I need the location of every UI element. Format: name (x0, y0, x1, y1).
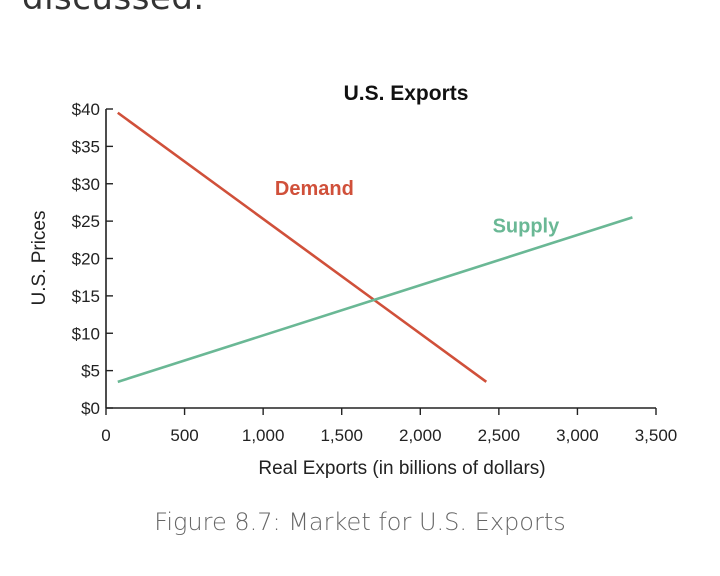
y-axis-label: U.S. Prices (29, 210, 50, 305)
supply-line (117, 216, 633, 384)
x-tick-label: 500 (170, 426, 198, 445)
y-tick-label: $35 (72, 137, 100, 156)
x-tick-label: 2,000 (399, 426, 442, 445)
x-axis-label: Real Exports (in billions of dollars) (258, 458, 545, 479)
demand-line (117, 111, 488, 383)
chart-series: Demand Supply (117, 111, 633, 384)
x-tick-label: 1,000 (242, 426, 285, 445)
y-tick-label: $25 (72, 212, 100, 231)
x-tick-label: 2,500 (478, 426, 521, 445)
chart-title: U.S. Exports (344, 82, 469, 105)
demand-label: Demand (275, 178, 354, 200)
x-tick-label: 3,000 (556, 426, 599, 445)
y-tick-label: $5 (81, 362, 100, 381)
exports-chart: U.S. Exports $0 $5 $10 $15 $20 $25 $30 $35 $40 0 5… (29, 82, 678, 479)
y-tick-label: $30 (72, 175, 100, 194)
x-tick-label: 0 (101, 426, 110, 445)
x-tick-label: 1,500 (320, 426, 363, 445)
y-tick-label: $20 (72, 250, 100, 269)
figure-caption: Figure 8.7: Market for U.S. Exports (154, 508, 566, 536)
chart-axes: $0 $5 $10 $15 $20 $25 $30 $35 $40 0 500 1,000 1,500 2… (72, 100, 678, 445)
y-tick-label: $10 (72, 324, 100, 343)
y-tick-label: $15 (72, 287, 100, 306)
x-tick-label: 3,500 (635, 426, 678, 445)
y-tick-label: $0 (81, 399, 100, 418)
y-tick-label: $40 (72, 100, 100, 119)
supply-label: Supply (493, 215, 561, 237)
top-text-fragment: discussed. (22, 0, 205, 18)
